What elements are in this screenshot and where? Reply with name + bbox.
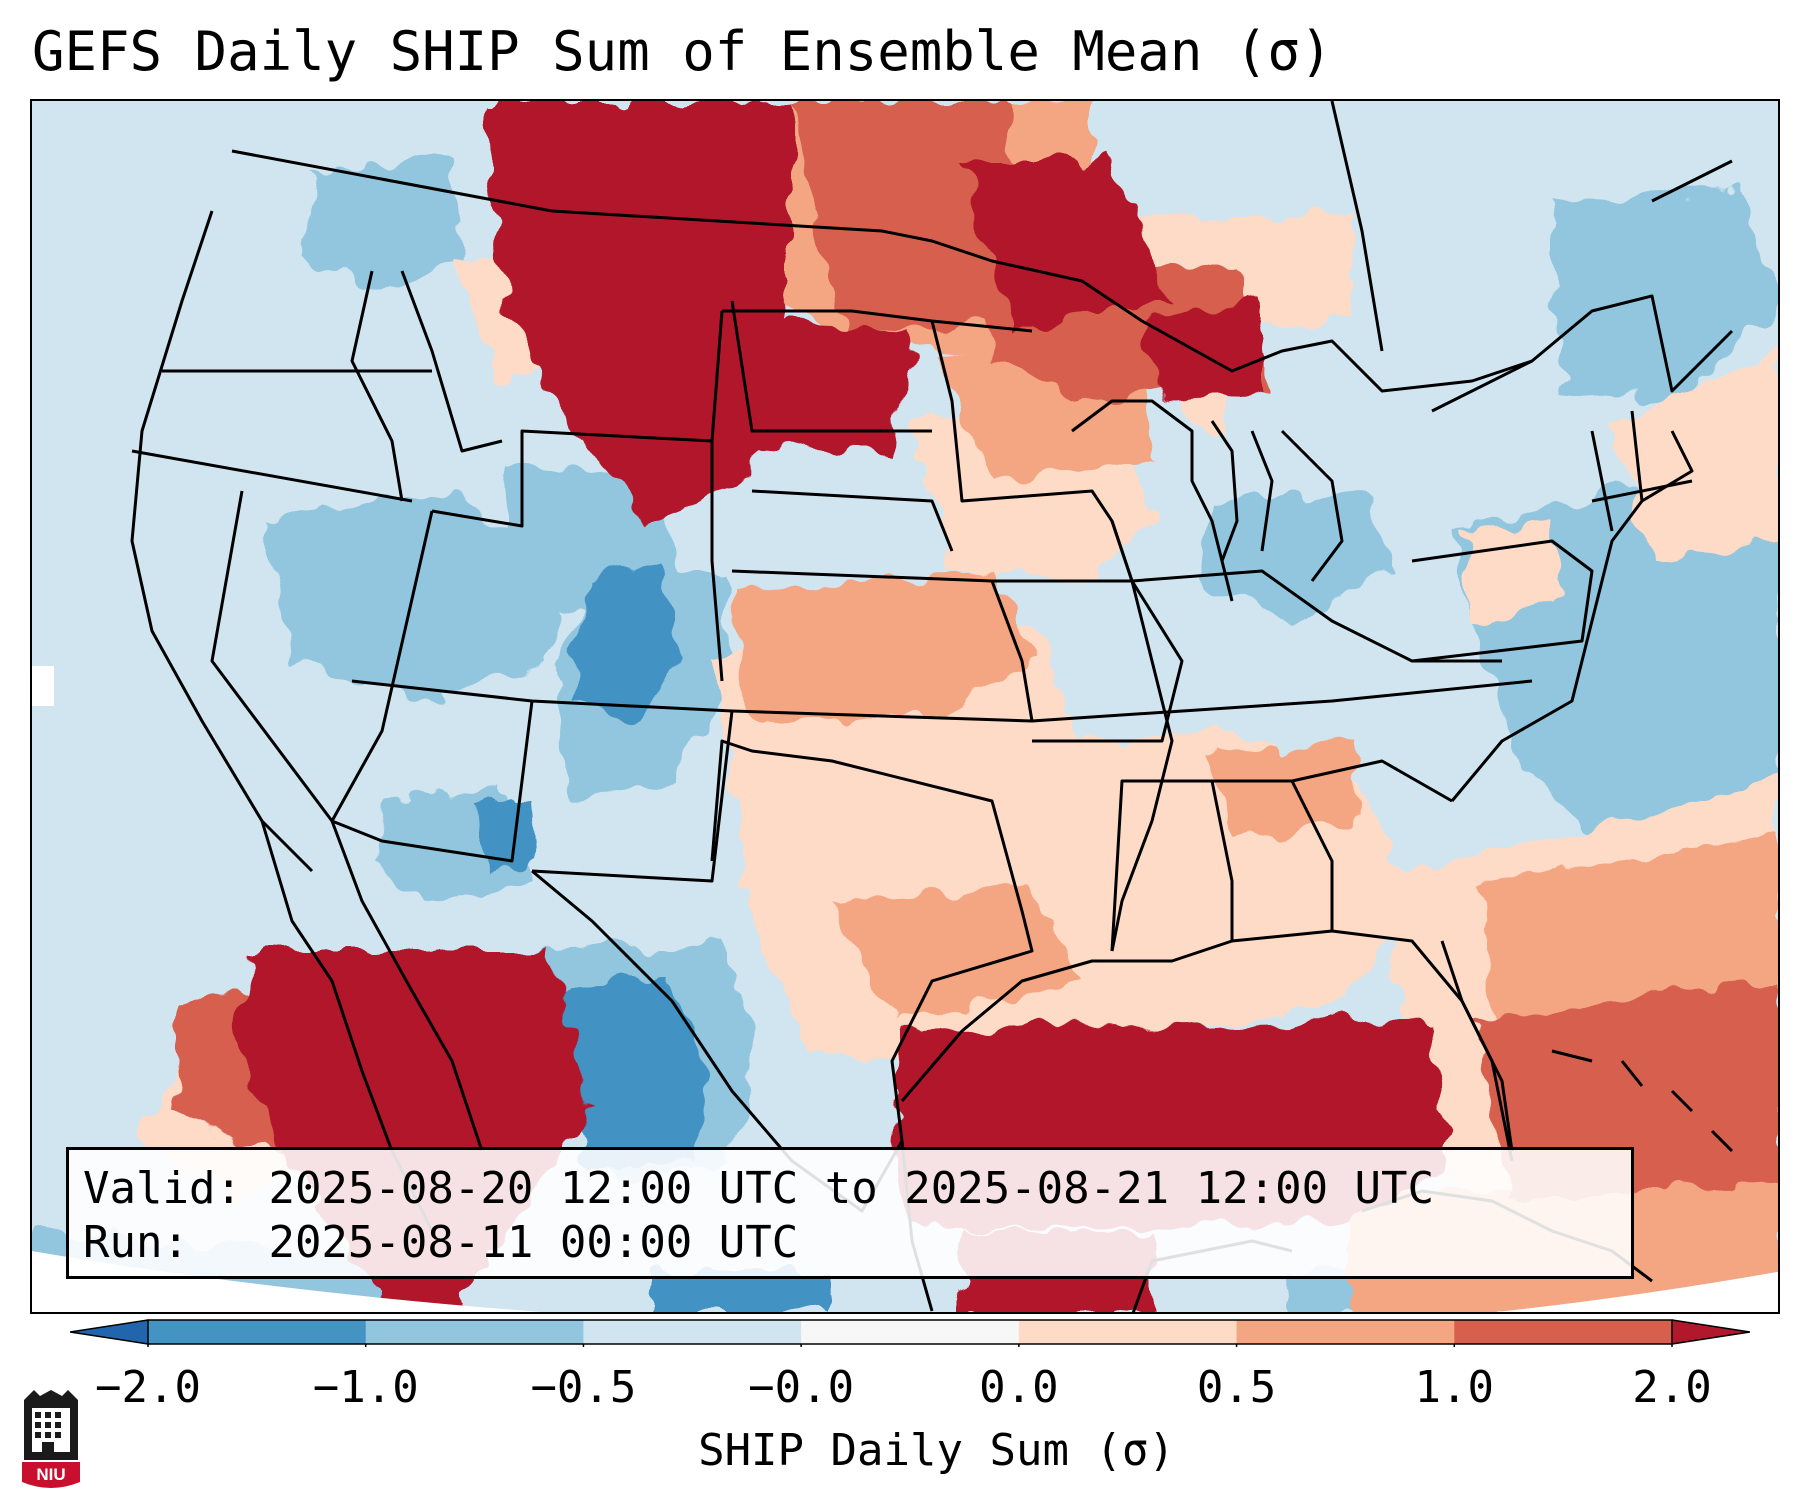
southeast-states: [1110, 759, 1453, 952]
colorbar-tick-label: 1.0: [1414, 1362, 1495, 1413]
patch-bahamas-red: [1472, 981, 1778, 1201]
missing-data-notch: [32, 666, 54, 706]
dakota-border: [730, 300, 932, 433]
valid-label: Valid:: [83, 1163, 242, 1214]
michigan-lower: [1280, 429, 1344, 582]
colorbar-tick-label: 0.5: [1196, 1362, 1277, 1413]
utah-colorado: [431, 429, 724, 682]
bahamas-islands: [1551, 1049, 1734, 1153]
plains-columns: [710, 309, 1034, 722]
patch-manitoba-dark-red: [962, 161, 1172, 331]
us-canada-border: [231, 149, 1734, 393]
idaho-west: [350, 270, 404, 502]
colorbar-under-arrow: [70, 1320, 148, 1344]
colorbar-bin: [1018, 1320, 1238, 1344]
patch-south-dakota-dark-red: [732, 321, 912, 451]
patch-michigan-blue: [1202, 491, 1392, 621]
colorbar-bin: [1454, 1320, 1673, 1344]
colorbar-tick-label: −0.5: [530, 1362, 637, 1413]
west-coast: [130, 210, 314, 873]
colorbar-over-arrow: [1672, 1320, 1750, 1344]
niu-logo-text: NIU: [36, 1465, 65, 1484]
arizona-newmexico: [331, 700, 534, 863]
colorbar-label: SHIP Daily Sum (σ): [698, 1425, 1175, 1476]
map-canvas: [32, 101, 1778, 1312]
shaded-field: [32, 101, 1778, 1312]
colorbar-tick-label: −2.0: [95, 1362, 201, 1413]
four-corners-row: [351, 679, 1533, 723]
patch-north-dakota-red: [792, 101, 1022, 331]
colorbar-over-outline: [1671, 1319, 1750, 1345]
colorbar-tick-label: 2.0: [1632, 1362, 1712, 1413]
colorbar-bin: [801, 1320, 1020, 1344]
newmexico-texas: [531, 710, 734, 883]
oregon-south-border: [131, 449, 413, 503]
niu-logo-icon: NIU: [22, 1390, 80, 1488]
missouri-arkansas: [992, 579, 1184, 743]
colorbar-bin: [1236, 1320, 1455, 1344]
colorbar-tick-label: −1.0: [312, 1362, 419, 1413]
patch-nw-blue: [302, 161, 462, 291]
ohio-valley: [1131, 569, 1502, 663]
colorbar-tick-label: −0.0: [748, 1362, 855, 1413]
patch-quebec-blue: [1552, 191, 1778, 401]
patch-texas-dark-blue: [552, 981, 712, 1171]
colorbar-bin: [583, 1320, 802, 1344]
run-value: 2025-08-11 00:00 UTC: [268, 1217, 799, 1268]
boundaries: [130, 101, 1734, 1312]
patch-colorado-dark-blue: [572, 561, 682, 721]
colorbar-bin: [148, 1320, 367, 1344]
great-lakes-west: [1071, 399, 1234, 602]
colorbar-tick-label: 0.0: [979, 1362, 1059, 1413]
texas-outline: [531, 739, 1034, 1213]
valid-value: 2025-08-20 12:00 UTC to 2025-08-21 12:00…: [268, 1163, 1435, 1214]
pennsylvania-ny: [1411, 539, 1594, 663]
patch-arizona-dark-blue: [472, 801, 537, 871]
colorbar-bin: [365, 1320, 584, 1344]
run-label: Run:: [83, 1217, 189, 1268]
colorbar-outline: [147, 1319, 1673, 1345]
idaho-montana: [400, 270, 503, 453]
patch-tennessee-orange: [1212, 741, 1362, 841]
lake-michigan: [1210, 420, 1274, 562]
colorbar-under-outline: [70, 1319, 149, 1345]
canada-north: [1330, 101, 1733, 413]
patch-superior-dark-red: [1142, 301, 1262, 401]
map-panel: [30, 99, 1780, 1314]
patch-pennsylvania-peach: [1462, 521, 1562, 621]
patch-maritimes-peach: [1612, 351, 1778, 561]
patch-great-basin-blue: [262, 491, 552, 701]
florida: [1440, 940, 1514, 1162]
colorbar: [70, 1319, 1750, 1347]
new-england: [1590, 410, 1693, 532]
chart-title: GEFS Daily SHIP Sum of Ensemble Mean (σ): [32, 20, 1333, 83]
validity-info-box: Valid: 2025-08-20 12:00 UTC to 2025-08-2…: [66, 1147, 1634, 1279]
patch-mexico-dark-blue: [652, 1271, 832, 1312]
patch-kansas-orange: [732, 571, 1032, 721]
east-coast: [1450, 430, 1694, 802]
patch-texas-orange: [832, 891, 1082, 1021]
